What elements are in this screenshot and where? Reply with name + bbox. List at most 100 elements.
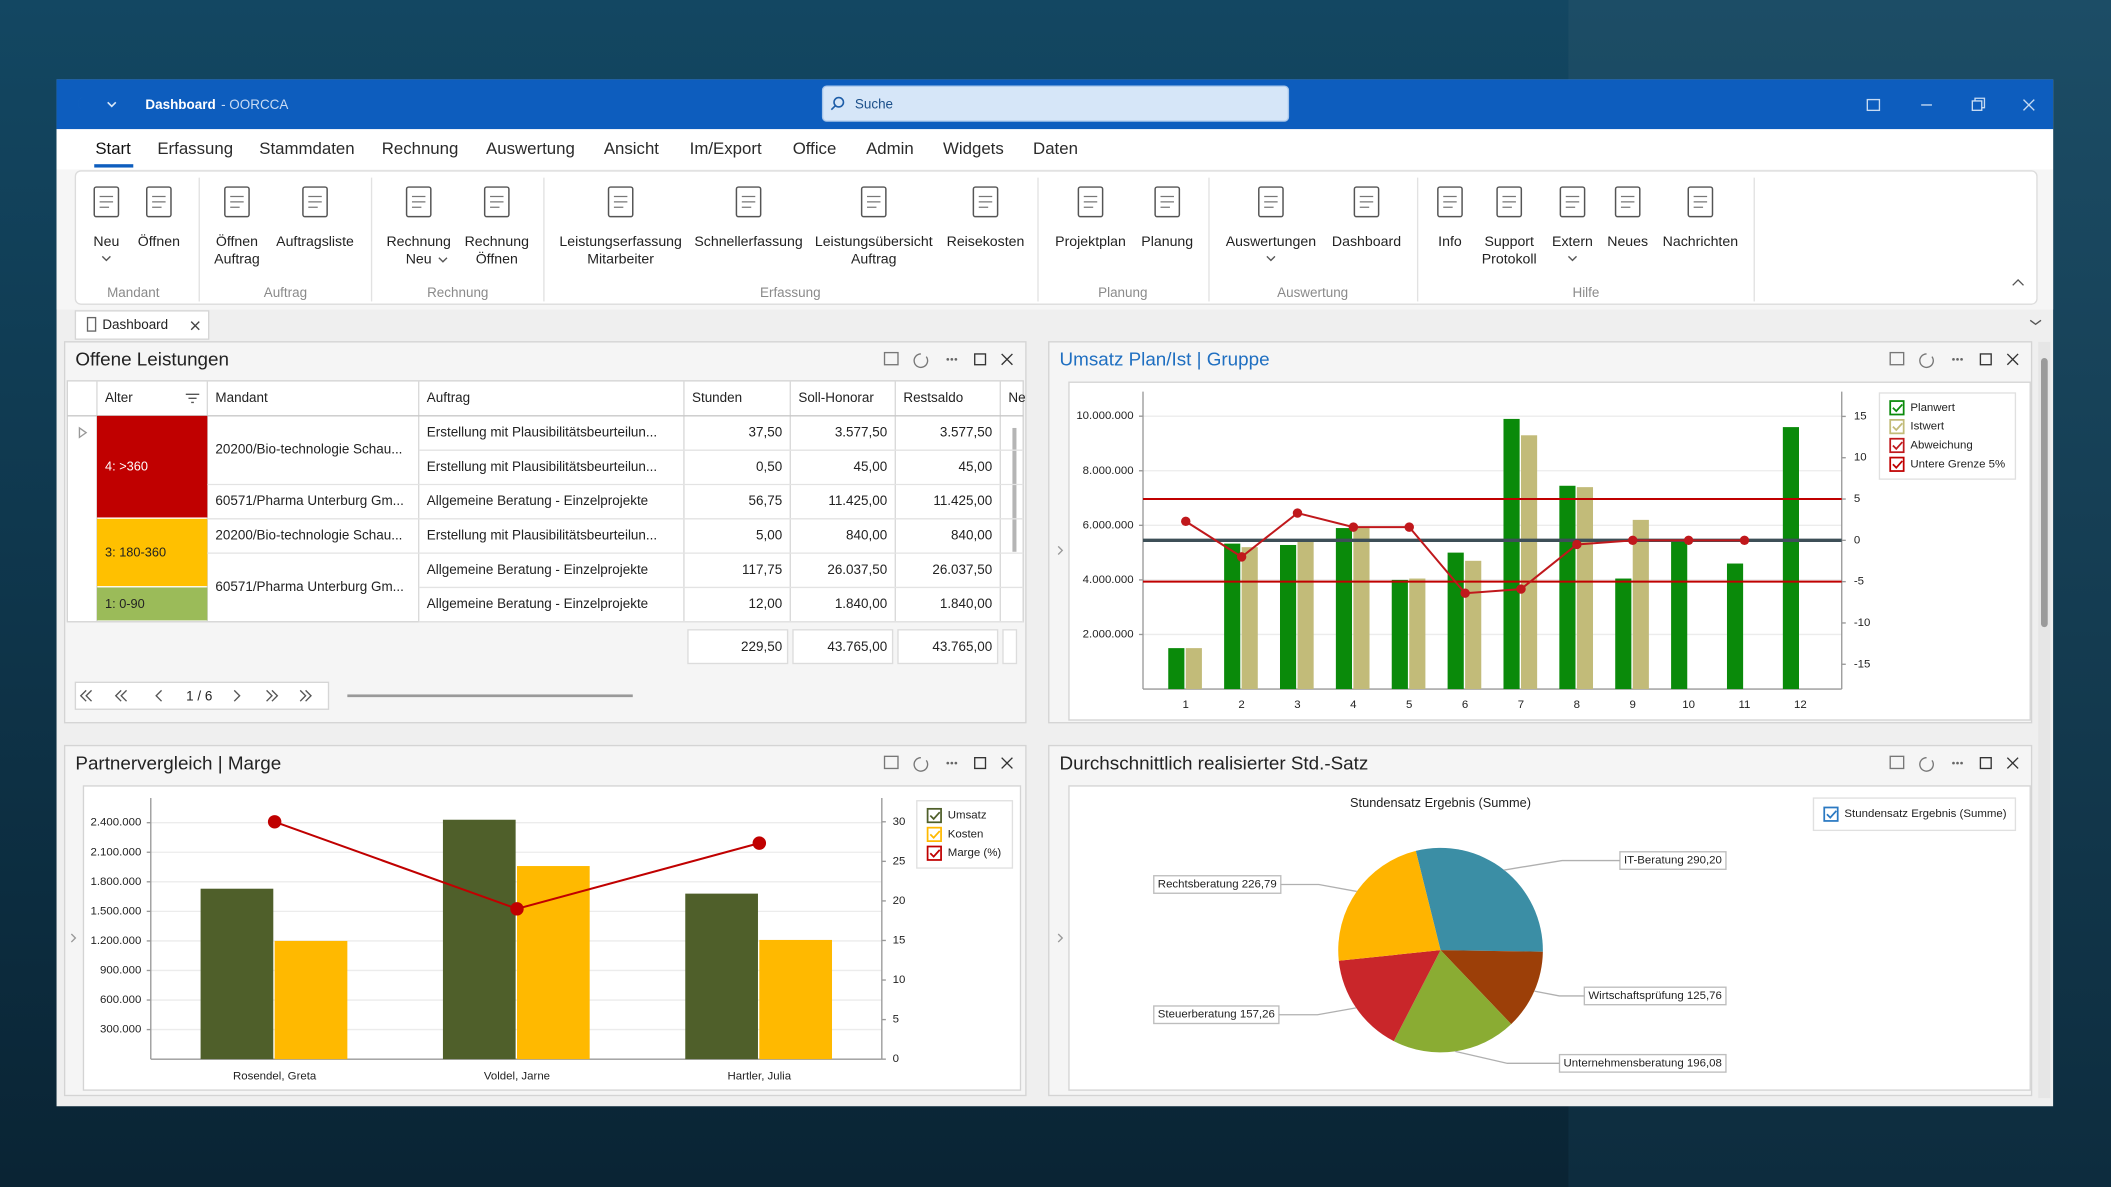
ribbon-icon[interactable] [972,186,999,218]
menu-tab[interactable]: Auswertung [486,139,575,158]
ribbon-icon[interactable] [483,186,510,218]
menu-tab[interactable]: Erfassung [157,139,233,158]
cell-auftrag[interactable]: Erstellung mit Plausibilitätsbeurteilun.… [427,528,657,543]
legend-checkbox[interactable] [926,826,942,843]
column-header[interactable]: Ne [1008,390,1025,405]
legend-checkbox[interactable] [926,845,942,861]
column-header[interactable]: Restsaldo [903,390,963,405]
ribbon-icon[interactable] [1077,186,1104,218]
cell-mandant[interactable]: 60571/Pharma Unterburg Gm... [215,493,403,508]
panel-close[interactable] [1001,757,1013,769]
legend-label[interactable]: Planwert [1910,402,1955,414]
search-box[interactable] [821,85,1290,122]
legend-label[interactable]: Abweichung [1910,439,1972,451]
cell-auftrag[interactable]: Erstellung mit Plausibilitätsbeurteilun.… [427,459,657,474]
ribbon-button-label[interactable]: Dashboard [1332,233,1401,249]
panel-more[interactable] [1952,761,1955,765]
ribbon-icon[interactable] [302,186,328,218]
menu-tab[interactable]: Office [793,139,837,158]
panel-export[interactable] [883,755,899,770]
ribbon-icon[interactable] [93,186,120,218]
cell-auftrag[interactable]: Allgemeine Beratung - Einzelprojekte [427,562,648,577]
ribbon-icon[interactable] [1258,186,1284,218]
cell-auftrag[interactable]: Erstellung mit Plausibilitätsbeurteilun.… [427,425,657,440]
panel-more[interactable] [1960,357,1963,361]
pager-button[interactable] [155,689,163,702]
ribbon-icon[interactable] [1154,186,1181,218]
ribbon-button-label[interactable]: Mitarbeiter [587,250,654,266]
cell-mandant[interactable]: 20200/Bio-technologie Schau... [215,528,402,543]
panel-refresh[interactable] [913,757,929,772]
ribbon-button-label[interactable]: Schnellerfassung [694,233,802,249]
ribbon-icon[interactable] [405,186,432,218]
ribbon-button-label[interactable]: Leistungserfassung [559,233,682,249]
ribbon-icon[interactable] [1437,186,1463,218]
ribbon-collapse[interactable] [2012,278,2024,286]
legend-checkbox[interactable] [1889,456,1905,472]
legend-label[interactable]: Stundensatz Ergebnis (Summe) [1844,808,2006,820]
panel-export[interactable] [1889,755,1905,770]
ribbon-button-label[interactable]: Support [1484,233,1534,249]
ribbon-dropdown[interactable] [1567,255,1577,262]
legend-checkbox[interactable] [926,807,942,824]
ribbon-icon[interactable] [1614,186,1641,218]
panel-close[interactable] [2006,757,2019,769]
column-header[interactable]: Mandant [215,390,268,405]
ribbon-button-label[interactable]: Neu [93,233,119,249]
panel-refresh[interactable] [1919,353,1934,369]
panel-more[interactable] [1952,357,1955,361]
ribbon-button-label[interactable]: Planung [1141,233,1193,249]
ribbon-dropdown[interactable] [1266,255,1276,262]
panel-maximize[interactable] [1979,757,1992,770]
document-tab-close[interactable] [190,321,200,331]
legend-checkbox[interactable] [1889,400,1905,416]
cell-mandant[interactable]: 20200/Bio-technologie Schau... [215,442,402,457]
ribbon-button-label[interactable]: Neues [1607,233,1648,249]
search-placeholder[interactable]: Suche [855,97,893,112]
close-button[interactable] [2023,99,2035,111]
pager-button[interactable] [114,689,128,702]
ribbon-button-label[interactable]: Nachrichten [1663,233,1738,249]
ribbon-button-label[interactable]: Rechnung [465,233,529,249]
ribbon-icon[interactable] [1496,186,1523,218]
column-header[interactable]: Auftrag [427,390,470,405]
panel-maximize[interactable] [1979,353,1992,366]
panel-maximize[interactable] [974,757,987,770]
document-tab[interactable] [74,310,210,340]
column-header[interactable]: Alter [105,390,133,405]
ribbon-button-label[interactable]: Öffnen [216,232,258,249]
collapse-arrow[interactable] [1057,933,1064,943]
panel-export[interactable] [1889,351,1905,366]
ribbon-button-label[interactable]: Auftrag [851,250,897,266]
panel-more[interactable] [950,761,954,765]
ribbon-icon[interactable] [1559,186,1586,218]
cell-auftrag[interactable]: Allgemeine Beratung - Einzelprojekte [427,596,648,611]
column-header[interactable]: Soll-Honorar [798,390,874,405]
ribbon-button-label[interactable]: Projektplan [1055,233,1126,249]
quick-access-dropdown[interactable] [107,101,117,108]
panel-export[interactable] [883,351,899,366]
ribbon-icon[interactable] [860,186,887,218]
ribbon-icon[interactable] [146,186,172,218]
panel-more[interactable] [950,357,954,361]
ribbon-button-label[interactable]: Auftragsliste [276,233,354,249]
ribbon-button-label[interactable]: Protokoll [1482,250,1537,266]
ribbon-button-label[interactable]: Auftrag [214,250,260,266]
ribbon-icon[interactable] [224,186,250,218]
legend-checkbox[interactable] [1823,806,1839,822]
cell-auftrag[interactable]: Allgemeine Beratung - Einzelprojekte [427,493,648,508]
expand-row[interactable] [78,426,88,439]
panel-more[interactable] [1960,761,1963,765]
legend-label[interactable]: Kosten [948,828,984,840]
ribbon-button-label[interactable]: Info [1438,233,1462,249]
ribbon-icon[interactable] [1353,186,1380,218]
ribbon-dropdown[interactable] [438,257,448,263]
legend-label[interactable]: Istwert [1910,421,1945,433]
legend-checkbox[interactable] [1889,419,1905,435]
panel-refresh[interactable] [1919,757,1934,772]
menu-tab[interactable]: Rechnung [382,139,459,158]
ribbon-button-label[interactable]: Neu [406,250,432,266]
ribbon-icon[interactable] [735,186,762,218]
menu-tab[interactable]: Stammdaten [259,139,354,158]
panel-close[interactable] [2006,353,2019,366]
